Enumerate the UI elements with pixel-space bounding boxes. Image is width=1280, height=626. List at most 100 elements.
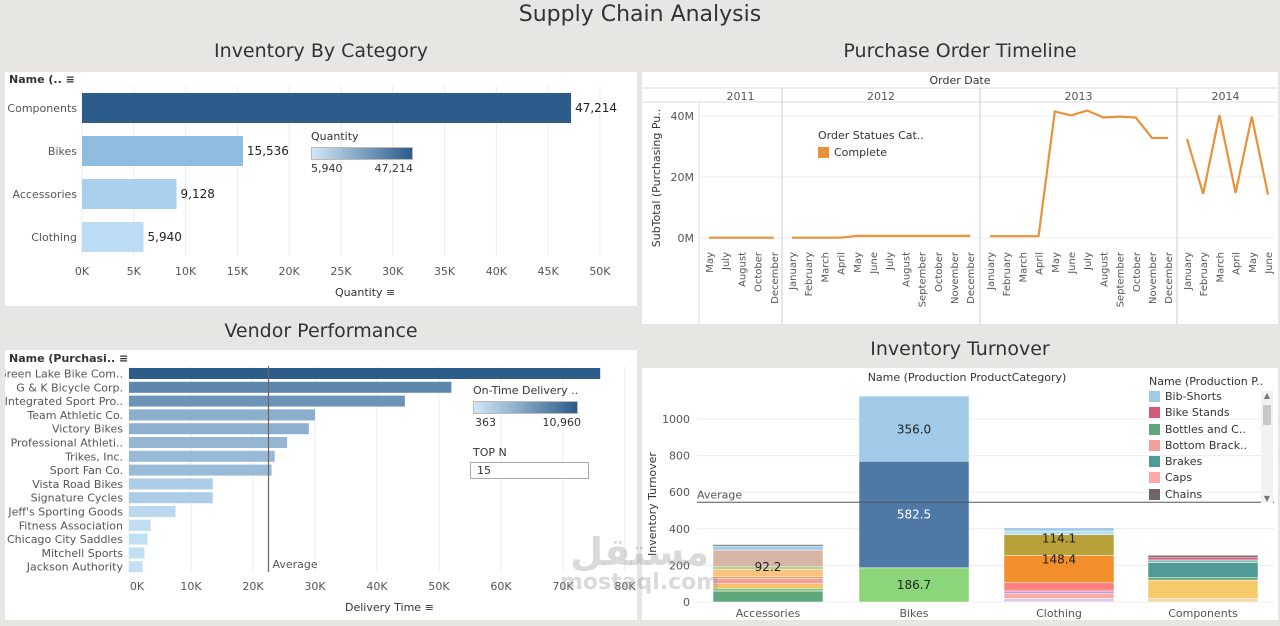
purchase-x-tick: March [820,252,831,282]
vendor-x-tick: 40K [366,580,388,593]
sort-icon[interactable]: ≡ [119,352,129,365]
purchase-year-label: 2014 [1212,90,1240,103]
purchase-x-tick: September [918,251,929,307]
turnover-legend[interactable]: Name (Production P.. Bib-Shorts Bike Stan… [1149,375,1273,507]
vendor-name-label: Green Lake Bike Com.. [5,368,123,381]
vendor-name-label: Integrated Sport Pro.. [5,395,123,408]
purchase-year-label: 2013 [1065,90,1093,103]
purchase-series-line [1185,114,1270,195]
purchase-x-tick: October [754,251,765,292]
turnover-header: Name (Production ProductCategory) [867,371,1067,384]
purchase-chart[interactable]: 0M 20M 40M SubTotal (Purchasing Pu.. 2011 May… [642,72,1278,324]
vendor-bar [129,395,405,407]
turnover-segment [858,460,970,569]
turnover-legend-item[interactable]: Bottom Brack.. [1149,439,1273,455]
vendor-bar [129,519,151,531]
turnover-legend-label: Bib-Shorts [1165,390,1222,403]
purchase-y-tick: 20M [671,171,695,184]
purchase-x-tick: May [705,252,716,273]
legend-swatch [1149,488,1160,500]
vendor-x-tick: 0K [130,580,145,593]
turnover-segment [1147,579,1259,599]
sort-icon[interactable]: ≡ [65,73,75,86]
vendor-name-label: Jackson Authority [26,561,124,574]
purchase-x-tick: August [901,252,912,287]
purchase-title: Purchase Order Timeline [843,40,1077,62]
vendor-name-label: Sport Fan Co. [50,464,123,477]
inventory-x-tick: 0K [75,265,90,278]
inventory-x-tick: 50K [589,265,611,278]
vendor-bar [129,547,145,559]
purchase-series-line [990,109,1169,238]
turnover-legend-label: Caps [1165,471,1193,485]
vendor-legend[interactable]: On-Time Delivery .. 363 10,960 [473,384,589,430]
inventory-value-label: 5,940 [148,230,182,244]
vendor-title: Vendor Performance [224,320,418,342]
legend-swatch [1149,407,1160,419]
purchase-x-tick: August [737,252,748,287]
vendor-chart[interactable]: 0K 10K 20K 30K 40K 50K 60K 70K 80K Green Lake Bik… [0,350,637,620]
inventory-chart[interactable]: 0K 5K 10K 15K 20K 25K 30K 35K 40K 45K 50K Component… [5,72,637,306]
scroll-down-icon[interactable]: ▼ [1263,494,1271,503]
turnover-segment [1003,593,1115,599]
vendor-axis-label[interactable]: Delivery Time ≡ [345,601,434,614]
turnover-legend-item[interactable]: Bib-Shorts [1149,390,1273,406]
purchase-legend-item-label: Complete [834,146,888,159]
turnover-segment [712,583,824,589]
inventory-legend-min: 5,940 [311,162,343,175]
purchase-x-tick: February [1199,252,1210,296]
inventory-panel: 0K 5K 10K 15K 20K 25K 30K 35K 40K 45K 50K Component… [5,72,637,306]
inventory-category-label: Clothing [31,231,77,244]
turnover-legend-item[interactable]: Caps [1149,471,1273,487]
sort-icon[interactable]: ≡ [386,286,396,299]
vendor-bar [129,506,176,517]
turnover-chart[interactable]: 0 200 400 600 800 1000 Inventory Turnover Acces… [642,368,1278,620]
turnover-y-tick: 400 [669,523,690,536]
topn-input[interactable]: 15 [470,462,589,479]
turnover-segment [1147,555,1259,558]
inventory-legend-title: Quantity [311,130,359,143]
turnover-legend-label: Bike Stands [1165,406,1230,420]
vendor-x-tick: 70K [552,580,574,593]
vendor-bar [129,368,601,379]
purchase-panel: Order Date 0M 20M 40M SubTotal (Purchasing … [642,72,1278,324]
purchase-legend[interactable]: Order Statues Cat.. Complete [818,129,924,159]
dashboard-title: Supply Chain Analysis [518,2,762,27]
turnover-legend-item[interactable]: Chains [1149,488,1273,504]
vendor-legend-min: 363 [475,416,496,429]
purchase-x-tick: January [788,252,799,291]
sort-icon[interactable]: ≡ [424,601,434,614]
scroll-up-icon[interactable]: ▲ [1263,391,1271,400]
vendor-x-tick: 50K [428,580,450,593]
turnover-y-tick: 600 [669,486,690,499]
purchase-x-tick: April [837,252,848,275]
purchase-y-tick: 40M [671,110,695,123]
turnover-legend-item[interactable]: Bottles and C.. [1149,423,1273,439]
purchase-x-tick: March [1018,252,1029,282]
turnover-segment [712,588,824,592]
vendor-name-label: Vista Road Bikes [32,478,123,491]
vendor-bar [129,492,213,504]
inventory-x-tick: 30K [382,265,404,278]
purchase-x-tick: December [1164,251,1175,304]
vendor-x-tick: 30K [304,580,326,593]
scrollbar-thumb[interactable] [1263,405,1271,425]
purchase-legend-item[interactable]: Complete [818,146,924,159]
watermark-en: mostaql.com [560,570,720,595]
turnover-legend-item[interactable]: Brakes [1149,455,1273,471]
turnover-legend-label: Brakes [1165,455,1203,469]
inventory-legend-ramp [311,147,413,160]
purchase-x-tick: January [1183,252,1194,291]
turnover-segment [858,567,970,603]
inventory-axis-label[interactable]: Quantity ≡ [335,286,395,299]
purchase-x-tick: May [1248,252,1259,273]
purchase-x-tick: July [885,252,896,271]
inventory-x-tick: 10K [175,265,197,278]
vendor-field-header[interactable]: Name (Purchasi.. ≡ [9,352,128,365]
purchase-x-tick: May [853,252,864,273]
turnover-legend-item[interactable]: Bike Stands [1149,406,1273,422]
vendor-name-label: Chicago City Saddles [7,533,123,546]
legend-scrollbar[interactable]: ▲ ▼ [1261,391,1273,503]
inventory-field-header[interactable]: Name (.. ≡ [9,73,75,86]
inventory-legend[interactable]: Quantity 5,940 47,214 [311,130,421,176]
